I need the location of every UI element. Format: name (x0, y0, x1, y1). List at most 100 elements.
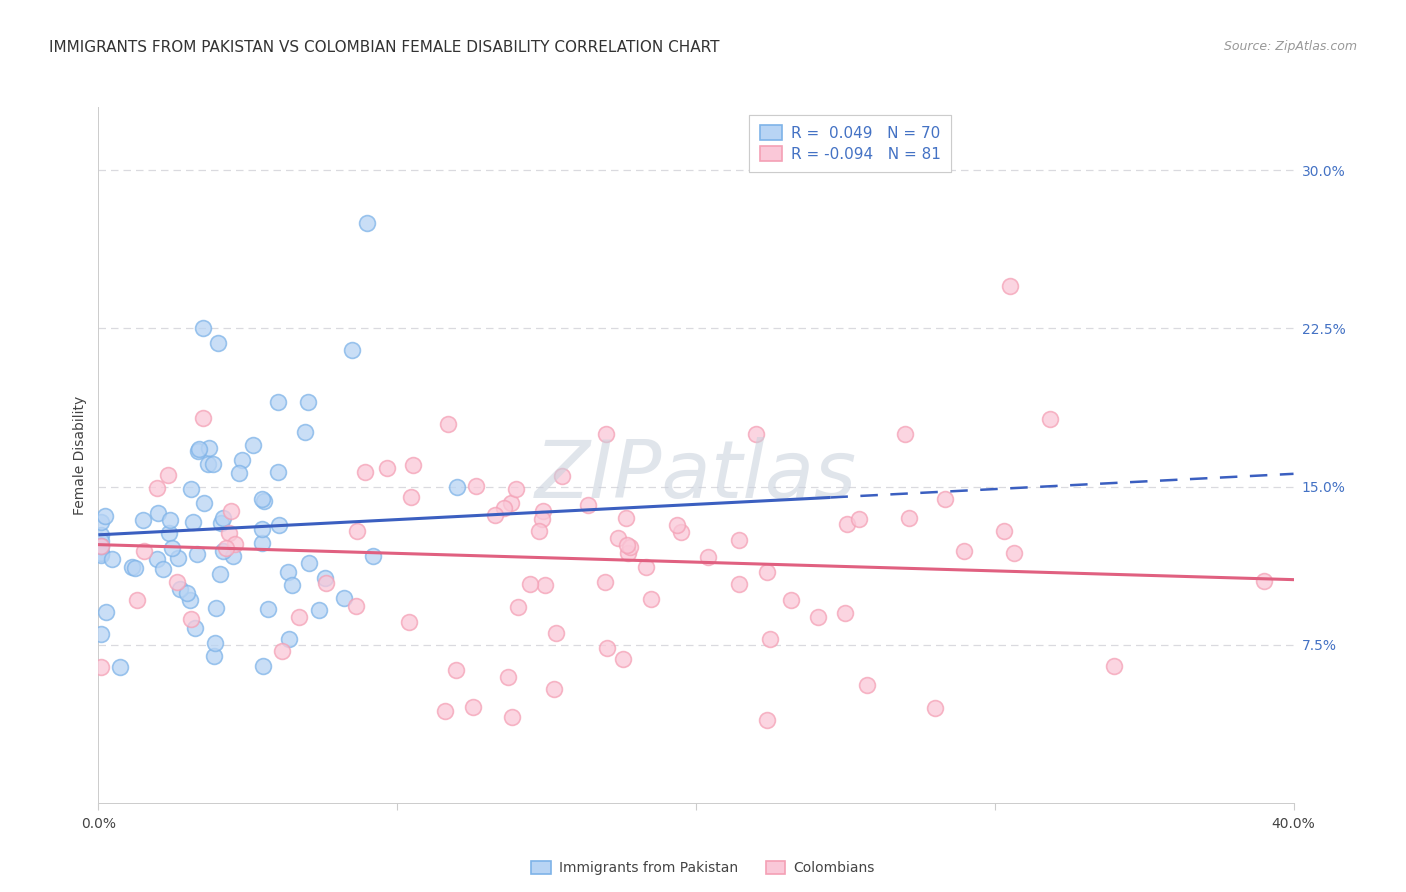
Point (361, 549, 384, 563)
Point (166, 574, 188, 589)
Point (527, 524, 550, 539)
Point (267, 395, 290, 409)
Text: Source: ZipAtlas.com: Source: ZipAtlas.com (1223, 40, 1357, 54)
Point (212, 543, 235, 558)
Point (779, 593, 801, 607)
Point (288, 610, 311, 624)
Point (315, 576, 337, 591)
Point (222, 549, 245, 564)
Point (132, 544, 155, 558)
Point (90, 627, 112, 641)
Point (1039, 412, 1062, 426)
Point (375, 460, 398, 475)
Point (401, 458, 423, 472)
Point (160, 541, 183, 556)
Point (212, 511, 235, 525)
Point (159, 513, 181, 527)
Y-axis label: Female Disability: Female Disability (73, 395, 87, 515)
Point (202, 648, 225, 663)
Point (1253, 574, 1275, 589)
Point (531, 504, 554, 518)
Point (90, 546, 112, 560)
Point (157, 525, 180, 540)
Point (90, 539, 112, 553)
Point (894, 426, 917, 441)
Point (934, 492, 956, 507)
Point (1002, 546, 1025, 560)
Point (494, 500, 516, 515)
Point (197, 457, 219, 471)
Point (614, 511, 637, 525)
Point (998, 279, 1021, 293)
Point (277, 632, 299, 647)
Point (728, 533, 751, 548)
Point (207, 336, 229, 351)
Point (277, 565, 299, 579)
Point (434, 704, 457, 718)
Point (501, 496, 523, 510)
Point (446, 479, 468, 493)
Legend: Immigrants from Pakistan, Colombians: Immigrants from Pakistan, Colombians (526, 855, 880, 880)
Point (952, 543, 974, 558)
Point (187, 442, 209, 457)
Point (745, 426, 768, 441)
Point (184, 621, 207, 635)
Point (519, 577, 541, 591)
Point (898, 511, 921, 525)
Point (576, 498, 599, 512)
Point (269, 518, 291, 533)
Point (90, 546, 112, 560)
Point (250, 535, 273, 549)
Point (619, 540, 641, 554)
Point (993, 524, 1015, 539)
Point (342, 343, 364, 357)
Point (298, 556, 321, 570)
Point (253, 494, 276, 508)
Point (156, 468, 179, 483)
Point (121, 559, 143, 574)
Point (90, 540, 112, 554)
Point (755, 713, 778, 727)
Point (1104, 658, 1126, 673)
Point (755, 566, 778, 580)
Point (835, 516, 858, 531)
Point (152, 562, 174, 576)
Point (90, 515, 112, 529)
Point (501, 710, 523, 724)
Point (696, 549, 718, 564)
Point (145, 552, 167, 566)
Point (617, 546, 640, 560)
Text: ZIPatlas: ZIPatlas (534, 437, 858, 515)
Point (346, 524, 368, 539)
Point (228, 466, 250, 480)
Point (531, 512, 554, 526)
Point (856, 678, 879, 692)
Point (636, 559, 658, 574)
Point (204, 635, 226, 649)
Point (124, 560, 146, 574)
Point (145, 482, 167, 496)
Point (193, 496, 215, 510)
Point (281, 578, 304, 592)
Point (612, 651, 634, 665)
Point (187, 443, 209, 458)
Point (444, 663, 467, 677)
Point (108, 660, 131, 674)
Point (496, 670, 519, 684)
Point (176, 585, 198, 599)
Point (314, 571, 336, 585)
Point (533, 577, 555, 591)
Point (398, 615, 420, 629)
Legend: R =  0.049   N = 70, R = -0.094   N = 81: R = 0.049 N = 70, R = -0.094 N = 81 (749, 115, 952, 172)
Point (669, 524, 692, 539)
Point (209, 516, 232, 530)
Point (191, 411, 214, 425)
Point (101, 552, 124, 566)
Point (231, 452, 253, 467)
Point (356, 216, 378, 230)
Point (266, 465, 288, 479)
Point (437, 417, 460, 432)
Point (93, 508, 115, 523)
Point (179, 592, 201, 607)
Point (508, 600, 530, 615)
